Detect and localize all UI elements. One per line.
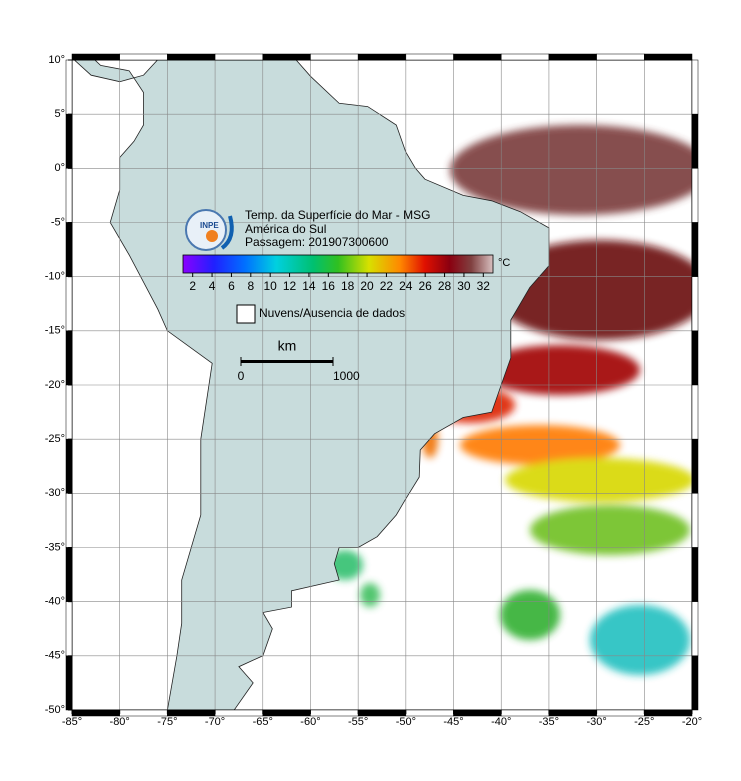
border-segment xyxy=(65,222,73,277)
border-segment xyxy=(691,601,699,657)
y-tick-label: -45° xyxy=(45,650,65,662)
graticule xyxy=(72,60,692,710)
y-tick-label: -5° xyxy=(51,216,65,228)
x-tick-label: -40° xyxy=(491,716,511,728)
colorbar-tick-label: 12 xyxy=(283,279,297,293)
border-segment xyxy=(596,53,645,61)
y-tick-label: -20° xyxy=(45,379,65,391)
border-segment xyxy=(65,276,73,332)
border-segment xyxy=(691,384,699,440)
scale-unit: km xyxy=(278,338,297,354)
border-segment xyxy=(500,53,550,61)
x-tick-label: -80° xyxy=(110,716,130,728)
border-segment xyxy=(65,493,73,548)
colorbar-tick-label: 2 xyxy=(189,279,196,293)
x-tick-label: -55° xyxy=(348,716,368,728)
colorbar-tick-label: 8 xyxy=(247,279,254,293)
colorbar-unit: °C xyxy=(498,257,510,269)
border-segment xyxy=(691,168,699,223)
border-segment xyxy=(214,53,264,61)
x-tick-label: -25° xyxy=(634,716,654,728)
colorbar-tick-label: 16 xyxy=(322,279,336,293)
border-segment xyxy=(65,168,73,223)
y-tick-label: -35° xyxy=(45,541,65,553)
border-segment xyxy=(691,547,699,602)
y-tick-label: -15° xyxy=(45,325,65,337)
x-tick-label: -85° xyxy=(62,716,82,728)
border-segment xyxy=(644,53,693,61)
scale-tick-label: 1000 xyxy=(333,369,360,383)
title-line: América do Sul xyxy=(245,222,326,236)
border-segment xyxy=(691,438,699,494)
border-segment xyxy=(65,438,73,494)
border-segment xyxy=(691,655,699,711)
border-segment xyxy=(262,53,311,61)
border-segment xyxy=(405,53,454,61)
border-segment xyxy=(119,53,168,61)
border-segment xyxy=(310,53,359,61)
scale-tick-label: 0 xyxy=(238,369,245,383)
y-tick-label: -30° xyxy=(45,487,65,499)
legend-swatch xyxy=(236,304,256,324)
border-segment xyxy=(357,53,407,61)
border-segment xyxy=(65,330,73,386)
y-tick-label: -10° xyxy=(45,271,65,283)
x-tick-label: -75° xyxy=(157,716,177,728)
border-segment xyxy=(65,59,73,115)
y-tick-label: 5° xyxy=(54,108,65,120)
colorbar-ticks: 2 4 6 8 10 12 14 16 18 20 22 24 26 28 30 32 xyxy=(189,273,490,293)
title-line: Passagem: 201907300600 xyxy=(245,235,389,249)
frame-border xyxy=(65,53,699,717)
y-tick-label: -50° xyxy=(45,704,65,716)
colorbar-tick-label: 10 xyxy=(264,279,278,293)
x-tick-label: -70° xyxy=(205,716,225,728)
x-tick-label: -45° xyxy=(443,716,463,728)
colorbar-tick-label: 14 xyxy=(302,279,316,293)
colorbar-tick-label: 4 xyxy=(209,279,216,293)
y-tick-label: 10° xyxy=(48,54,65,66)
border-segment xyxy=(691,330,699,386)
logo-text: INPE xyxy=(200,221,219,230)
border-segment xyxy=(548,53,597,61)
border-segment xyxy=(71,53,120,61)
colorbar-tick-label: 6 xyxy=(228,279,235,293)
border-segment xyxy=(691,276,699,332)
border-segment xyxy=(167,53,216,61)
border-segment xyxy=(65,113,73,169)
x-tick-label: -20° xyxy=(682,716,702,728)
border-segment xyxy=(691,59,699,115)
x-tick-label: -60° xyxy=(300,716,320,728)
logo: INPE xyxy=(185,209,234,251)
border-segment xyxy=(65,601,73,657)
border-segment xyxy=(691,113,699,169)
title-line: Temp. da Superfície do Mar - MSG xyxy=(245,208,430,222)
border-segment xyxy=(65,547,73,602)
border-segment xyxy=(691,493,699,548)
x-tick-label: -65° xyxy=(253,716,273,728)
colorbar-tick-label: 22 xyxy=(380,279,394,293)
x-tick-label: -35° xyxy=(539,716,559,728)
border-segment xyxy=(453,53,502,61)
colorbar-tick-label: 20 xyxy=(360,279,374,293)
y-tick-label: -25° xyxy=(45,433,65,445)
border-segment xyxy=(65,384,73,440)
colorbar-tick-label: 24 xyxy=(399,279,413,293)
scale-bar-body xyxy=(241,360,333,363)
colorbar-tick-label: 32 xyxy=(477,279,491,293)
map-area xyxy=(72,60,692,710)
colorbar-tick-label: 18 xyxy=(341,279,355,293)
x-tick-label: -50° xyxy=(396,716,416,728)
colorbar-tick-label: 26 xyxy=(419,279,433,293)
colorbar-tick-label: 28 xyxy=(438,279,452,293)
y-tick-label: -40° xyxy=(45,596,65,608)
x-tick-label: -30° xyxy=(586,716,606,728)
colorbar xyxy=(182,254,494,274)
legend-label: Nuvens/Ausencia de dados xyxy=(259,306,405,320)
scale-bar: 0 1000 xyxy=(238,357,360,383)
border-segment xyxy=(691,222,699,277)
colorbar-tick-label: 30 xyxy=(457,279,471,293)
y-tick-label: 0° xyxy=(54,162,65,174)
border-segment xyxy=(65,655,73,711)
